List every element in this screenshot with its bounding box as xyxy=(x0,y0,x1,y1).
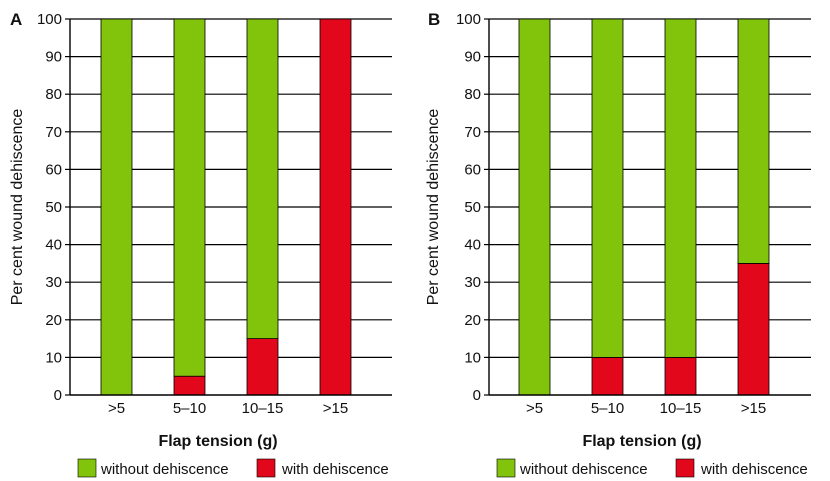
y-tick-label: 80 xyxy=(45,86,62,103)
y-tick-label: 30 xyxy=(45,274,62,291)
bar-without-dehiscence-gt-5 xyxy=(100,18,133,396)
x-tick-label: 10–15 xyxy=(242,400,284,417)
y-tick-label: 90 xyxy=(45,49,62,66)
legend-label-without-dehiscence: without dehiscence xyxy=(100,461,229,478)
panel-letter: A xyxy=(10,10,22,29)
y-tick-label: 40 xyxy=(464,237,481,254)
y-tick-label: 90 xyxy=(464,49,481,66)
bar-without-dehiscence-gt-15 xyxy=(737,18,770,264)
legend-swatch-without-dehiscence xyxy=(496,458,516,478)
x-axis-title: Flap tension (g) xyxy=(582,433,701,450)
legend-swatch-with-dehiscence xyxy=(256,458,276,478)
y-tick-label: 80 xyxy=(464,86,481,103)
y-tick-label: 10 xyxy=(45,349,62,366)
bar-with-dehiscence-gt-15 xyxy=(737,262,770,396)
y-tick-label: 60 xyxy=(464,161,481,178)
x-axis-title: Flap tension (g) xyxy=(158,433,277,450)
chart-panel-b: >5 5–10 10–15 >15 0 10 20 30 40 50 60 70 80 90 100 B Per… xyxy=(425,10,811,478)
y-tick-label: 50 xyxy=(464,199,481,216)
x-tick-label: 10–15 xyxy=(660,400,702,417)
bar-without-dehiscence-5-10 xyxy=(591,18,624,358)
x-tick-label: >5 xyxy=(108,400,125,417)
bar-with-dehiscence-10-15 xyxy=(664,356,697,396)
y-tick-label: 30 xyxy=(464,274,481,291)
y-tick-label: 60 xyxy=(45,161,62,178)
y-tick-label: 70 xyxy=(464,124,481,141)
y-tick-label: 0 xyxy=(54,387,62,404)
legend-swatch-without-dehiscence xyxy=(77,458,97,478)
x-tick-label: >15 xyxy=(741,400,766,417)
y-axis-title: Per cent wound dehiscence xyxy=(9,109,26,306)
bar-without-dehiscence-10-15 xyxy=(664,18,697,358)
panel-letter: B xyxy=(428,10,440,29)
y-tick-label: 20 xyxy=(464,312,481,329)
bar-without-dehiscence-gt-5 xyxy=(518,18,551,396)
x-tick-label: 5–10 xyxy=(591,400,624,417)
y-tick-label: 20 xyxy=(45,312,62,329)
bar-with-dehiscence-gt-15 xyxy=(319,18,352,396)
y-tick-label: 100 xyxy=(37,11,62,28)
legend-label-with-dehiscence: with dehiscence xyxy=(281,461,389,478)
chart-panel-a: >5 5–10 10–15 >15 0 10 20 30 40 50 60 70 80 90 100 A Per… xyxy=(9,10,392,478)
legend-label-without-dehiscence: without dehiscence xyxy=(519,461,648,478)
legend-label-with-dehiscence: with dehiscence xyxy=(700,461,808,478)
x-tick-label: >15 xyxy=(323,400,348,417)
bar-with-dehiscence-5-10 xyxy=(173,375,206,396)
x-tick-label: 5–10 xyxy=(173,400,206,417)
y-tick-label: 10 xyxy=(464,349,481,366)
bar-with-dehiscence-10-15 xyxy=(246,338,279,396)
bar-without-dehiscence-10-15 xyxy=(246,18,279,340)
y-tick-label: 70 xyxy=(45,124,62,141)
y-tick-label: 100 xyxy=(456,11,481,28)
bar-without-dehiscence-5-10 xyxy=(173,18,206,377)
y-tick-label: 50 xyxy=(45,199,62,216)
bar-with-dehiscence-5-10 xyxy=(591,356,624,396)
x-tick-label: >5 xyxy=(526,400,543,417)
legend-swatch-with-dehiscence xyxy=(675,458,695,478)
y-axis-title: Per cent wound dehiscence xyxy=(425,109,442,306)
y-tick-label: 0 xyxy=(473,387,481,404)
y-tick-label: 40 xyxy=(45,237,62,254)
